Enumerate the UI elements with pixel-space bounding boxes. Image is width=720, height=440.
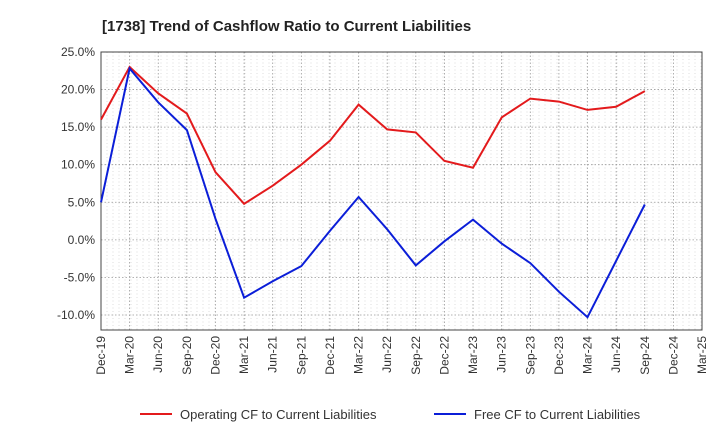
x-tick-label: Sep-20 — [180, 336, 194, 375]
x-tick-label: Dec-20 — [208, 336, 222, 375]
x-tick-label: Mar-21 — [237, 336, 251, 374]
y-axis: -10.0% -5.0% 0.0% 5.0% 10.0% 15.0% 20.0% 25.0% — [57, 45, 95, 322]
y-tick-label: 5.0% — [68, 195, 96, 209]
grid — [101, 51, 702, 330]
x-tick-label: Mar-24 — [581, 336, 595, 374]
legend: Operating CF to Current Liabilities Free … — [140, 407, 641, 422]
x-tick-label: Dec-22 — [437, 336, 451, 375]
x-tick-label: Mar-23 — [466, 336, 480, 374]
x-tick-label: Sep-21 — [294, 336, 308, 375]
x-tick-label: Jun-21 — [266, 336, 280, 373]
x-tick-label: Dec-19 — [94, 336, 108, 375]
x-tick-label: Mar-25 — [695, 336, 709, 374]
plot-frame — [100, 51, 703, 331]
x-tick-label: Jun-24 — [609, 336, 623, 373]
x-tick-label: Mar-22 — [352, 336, 366, 374]
series-line-2 — [100, 66, 646, 319]
x-tick-label: Sep-23 — [523, 336, 537, 375]
x-tick-label: Dec-21 — [323, 336, 337, 375]
y-tick-label: 0.0% — [68, 233, 96, 247]
y-tick-label: 10.0% — [61, 158, 95, 172]
x-tick-label: Jun-23 — [495, 336, 509, 373]
x-tick-label: Dec-24 — [666, 336, 680, 375]
y-tick-label: 15.0% — [61, 120, 95, 134]
x-tick-label: Sep-24 — [638, 336, 652, 375]
y-tick-label: -10.0% — [57, 308, 95, 322]
x-tick-label: Dec-23 — [552, 336, 566, 375]
x-tick-label: Jun-20 — [151, 336, 165, 373]
x-tick-label: Sep-22 — [409, 336, 423, 375]
y-tick-label: -5.0% — [64, 270, 96, 284]
x-tick-label: Mar-20 — [123, 336, 137, 374]
y-tick-label: 25.0% — [61, 45, 95, 59]
legend-label-1: Operating CF to Current Liabilities — [180, 407, 377, 422]
x-tick-label: Jun-22 — [380, 336, 394, 373]
legend-label-2: Free CF to Current Liabilities — [474, 407, 641, 422]
series-line-1 — [100, 65, 646, 206]
x-axis: Dec-19 Mar-20 Jun-20 Sep-20 Dec-20 Mar-21 Jun-… — [94, 336, 709, 375]
y-tick-label: 20.0% — [61, 83, 95, 97]
series-lines — [100, 65, 646, 319]
chart-title: [1738] Trend of Cashflow Ratio to Curren… — [102, 18, 471, 35]
